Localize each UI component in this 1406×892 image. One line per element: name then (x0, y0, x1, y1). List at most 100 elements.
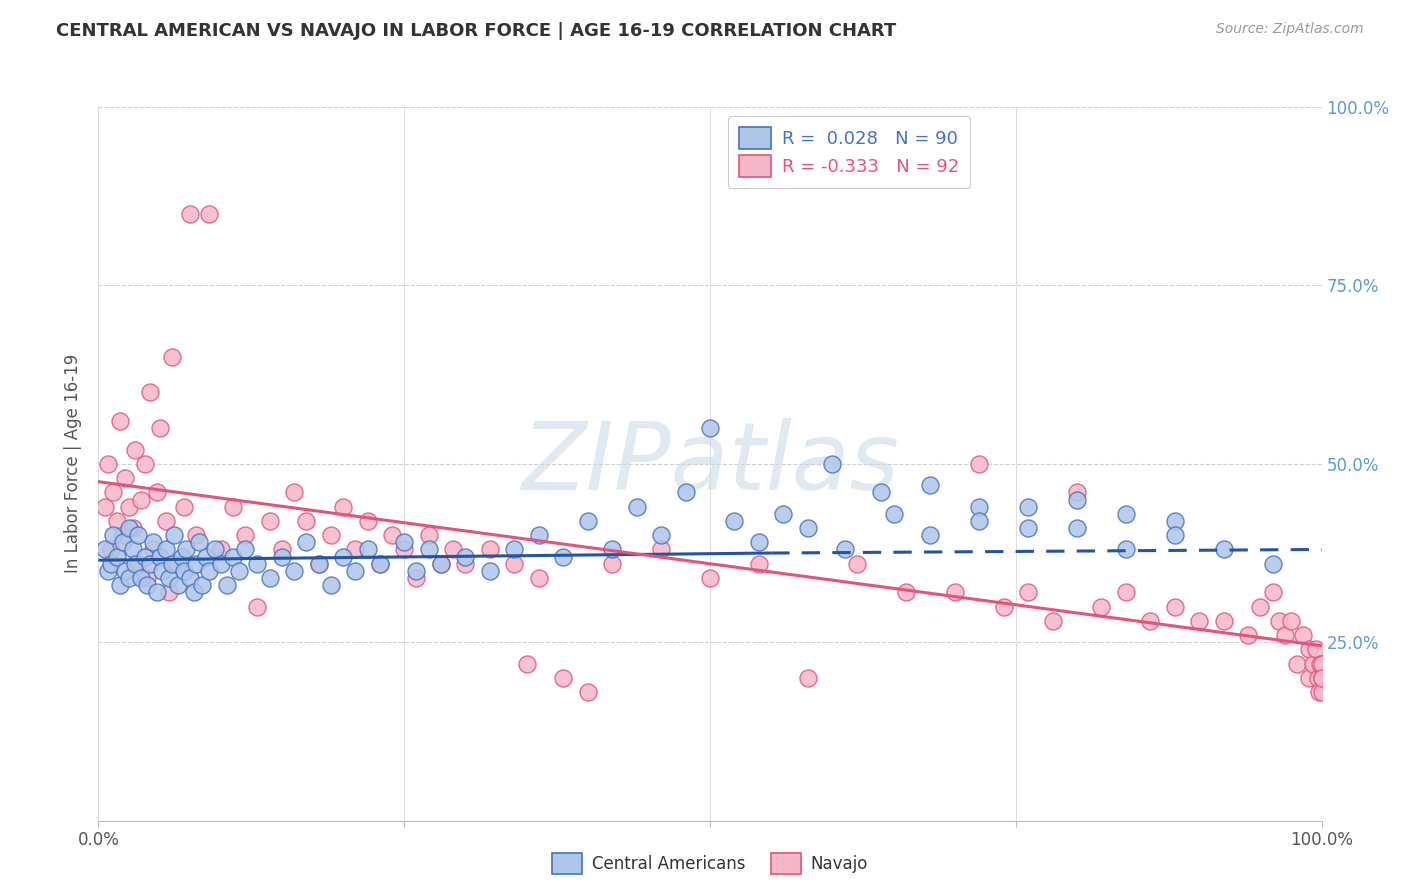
Point (920, 528, 942, 542)
Point (748, 535, 770, 549)
Point (418, 542, 440, 557)
Point (155, 542, 177, 557)
Point (1268, 614, 1291, 628)
Point (845, 557, 868, 571)
Point (233, 528, 256, 542)
Point (600, 557, 623, 571)
Point (176, 542, 198, 557)
Point (93, 542, 115, 557)
Point (1274, 628, 1296, 642)
Point (114, 471, 136, 485)
Point (146, 485, 169, 500)
Text: ZIPatlas: ZIPatlas (522, 418, 898, 509)
Point (97, 564, 120, 578)
Point (430, 557, 453, 571)
Point (834, 542, 856, 557)
Point (626, 500, 648, 514)
Point (127, 557, 149, 571)
Point (1298, 642, 1320, 657)
Point (600, 542, 623, 557)
Point (1066, 492, 1088, 507)
Point (179, 207, 201, 221)
Point (1115, 507, 1137, 521)
Point (1292, 628, 1315, 642)
Point (1310, 671, 1333, 685)
Point (894, 585, 917, 599)
Point (308, 557, 330, 571)
Point (233, 542, 256, 557)
Text: CENTRAL AMERICAN VS NAVAJO IN LABOR FORCE | AGE 16-19 CORRELATION CHART: CENTRAL AMERICAN VS NAVAJO IN LABOR FORC… (56, 22, 897, 40)
Point (118, 571, 141, 585)
Point (527, 571, 550, 585)
Point (1212, 614, 1234, 628)
Point (920, 478, 942, 492)
Point (118, 500, 141, 514)
Point (157, 585, 180, 599)
Point (943, 585, 966, 599)
Point (270, 549, 294, 564)
Point (204, 542, 226, 557)
Point (186, 557, 208, 571)
Point (110, 414, 132, 428)
Point (748, 557, 770, 571)
Point (1310, 657, 1333, 671)
Point (1305, 642, 1327, 657)
Point (405, 571, 427, 585)
Point (797, 521, 820, 535)
Point (259, 514, 281, 528)
Point (149, 549, 172, 564)
Point (332, 549, 354, 564)
Point (503, 542, 526, 557)
Point (283, 485, 305, 500)
Point (344, 542, 367, 557)
Point (1308, 685, 1330, 699)
Point (222, 500, 245, 514)
Point (1017, 500, 1039, 514)
Point (319, 528, 342, 542)
Point (478, 564, 501, 578)
Point (356, 514, 378, 528)
Point (1164, 528, 1187, 542)
Point (1066, 521, 1088, 535)
Point (454, 557, 477, 571)
Point (118, 521, 141, 535)
Point (368, 557, 391, 571)
Point (392, 542, 416, 557)
Text: Source: ZipAtlas.com: Source: ZipAtlas.com (1216, 22, 1364, 37)
Point (515, 657, 537, 671)
Point (209, 557, 232, 571)
Point (478, 542, 501, 557)
Point (167, 578, 190, 592)
Point (1249, 599, 1271, 614)
Point (1298, 671, 1320, 685)
Point (797, 671, 820, 685)
Point (1042, 614, 1064, 628)
Y-axis label: In Labor Force | Age 16-19: In Labor Force | Age 16-19 (63, 354, 82, 574)
Point (173, 564, 195, 578)
Point (699, 421, 721, 435)
Point (430, 557, 453, 571)
Point (101, 485, 124, 500)
Point (105, 549, 128, 564)
Point (100, 542, 122, 557)
Point (129, 492, 152, 507)
Point (1017, 585, 1039, 599)
Point (124, 557, 146, 571)
Point (772, 507, 794, 521)
Point (283, 564, 305, 578)
Point (197, 564, 219, 578)
Point (259, 571, 281, 585)
Point (1164, 599, 1187, 614)
Point (127, 528, 149, 542)
Point (553, 549, 575, 564)
Point (114, 564, 136, 578)
Point (1309, 657, 1331, 671)
Point (368, 557, 391, 571)
Point (650, 542, 672, 557)
Point (139, 557, 162, 571)
Point (209, 542, 232, 557)
Point (392, 535, 416, 549)
Point (381, 528, 404, 542)
Point (100, 557, 122, 571)
Point (179, 571, 201, 585)
